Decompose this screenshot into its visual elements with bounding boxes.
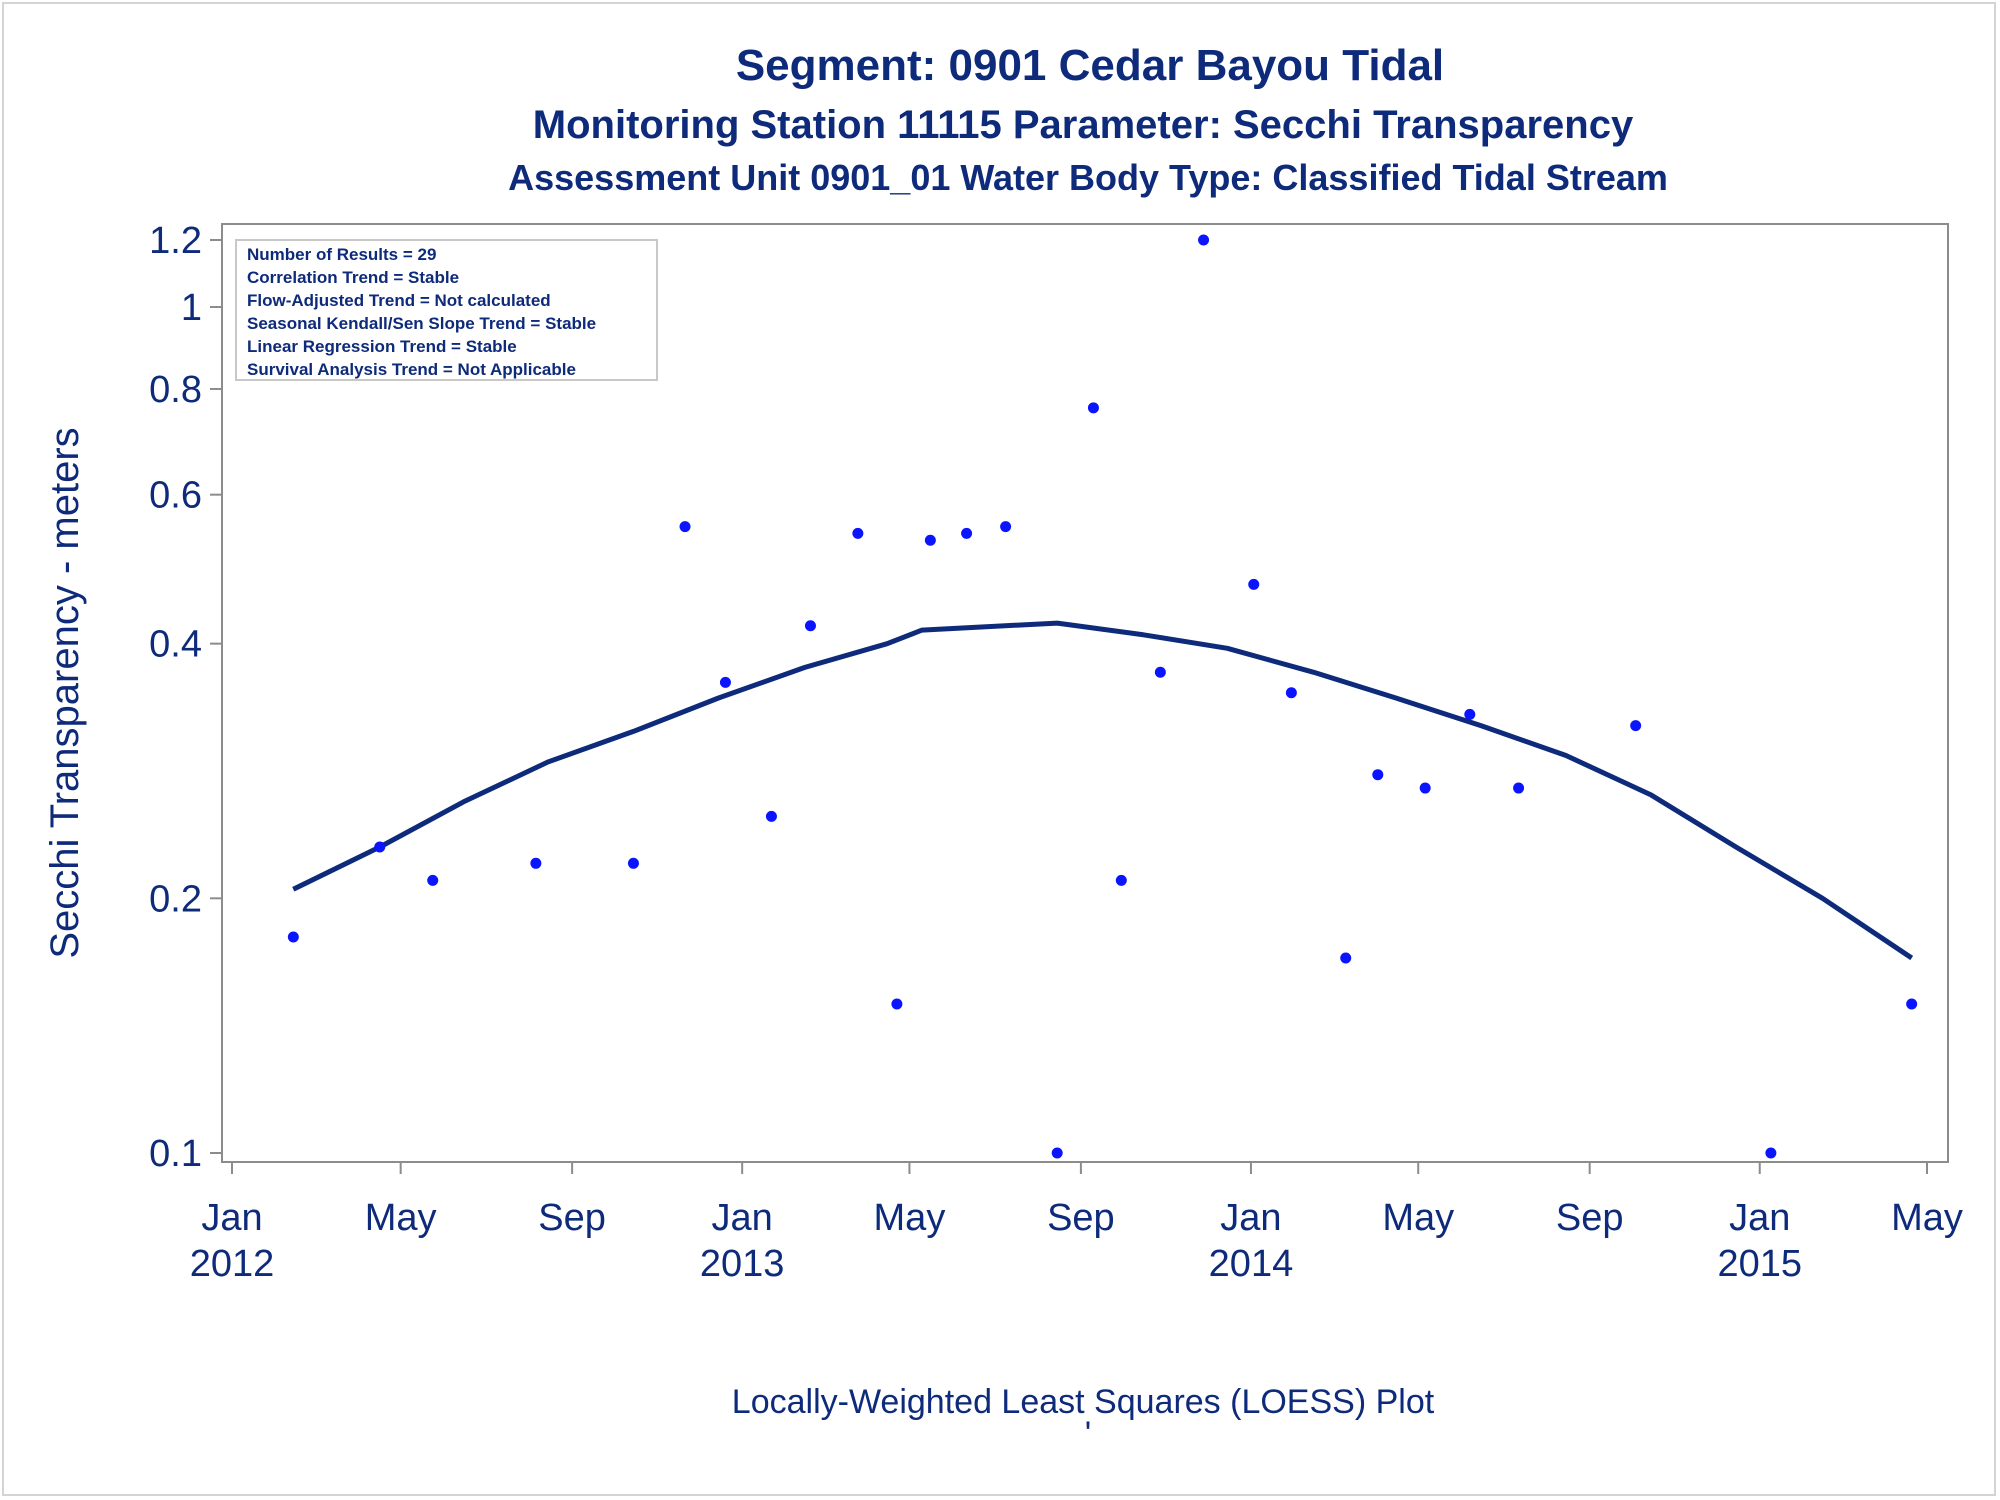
stats-line: Seasonal Kendall/Sen Slope Trend = Stabl… — [247, 314, 596, 333]
x-tick-label: May — [874, 1197, 946, 1239]
data-point — [530, 857, 542, 869]
loess-curve — [292, 620, 1914, 961]
data-point — [1000, 521, 1012, 533]
data-point — [1464, 708, 1476, 720]
x-tick-label: Jan — [712, 1197, 773, 1239]
data-point — [852, 527, 864, 539]
data-points — [287, 234, 1918, 1159]
data-point — [765, 810, 777, 822]
y-tick-label: 0.2 — [149, 878, 202, 920]
x-tick-label: Jan — [201, 1197, 262, 1239]
x-tick-label: Sep — [1556, 1197, 1624, 1239]
data-point — [1248, 578, 1260, 590]
stats-line: Flow-Adjusted Trend = Not calculated — [247, 291, 551, 310]
data-point — [1087, 402, 1099, 414]
data-point — [1340, 952, 1352, 964]
footnote-mark: ' — [1085, 1415, 1092, 1453]
y-tick-label: 0.8 — [149, 369, 202, 411]
x-tick-label-year: 2012 — [190, 1243, 275, 1285]
data-point — [961, 527, 973, 539]
data-point — [287, 931, 299, 943]
footnote: Locally-Weighted Least Squares (LOESS) P… — [732, 1383, 1435, 1421]
y-tick-label: 1.2 — [149, 220, 202, 262]
y-axis-title: Secchi Transparency - meters — [43, 427, 87, 958]
data-point — [1051, 1147, 1063, 1159]
y-tick-label: 0.1 — [149, 1133, 202, 1175]
data-point — [1115, 874, 1127, 886]
data-point — [1513, 782, 1525, 794]
x-tick-label: May — [365, 1197, 437, 1239]
data-point — [924, 534, 936, 546]
data-point — [1285, 687, 1297, 699]
y-axis: 0.1 0.2 0.4 0.6 0.8 1 1.2 — [149, 220, 222, 1175]
data-point — [1154, 666, 1166, 678]
stats-box: Number of Results = 29 Correlation Trend… — [235, 239, 658, 381]
data-point — [679, 521, 691, 533]
y-tick-label: 1 — [181, 287, 202, 329]
data-point — [891, 998, 903, 1010]
data-point — [627, 857, 639, 869]
x-tick-label: Jan — [1220, 1197, 1281, 1239]
stats-line: Linear Regression Trend = Stable — [247, 337, 517, 356]
data-point — [374, 841, 386, 853]
x-tick-label: May — [1891, 1197, 1963, 1239]
data-point — [1372, 769, 1384, 781]
x-tick-label-year: 2014 — [1209, 1243, 1294, 1285]
y-tick-label: 0.6 — [149, 475, 202, 517]
x-tick-label-year: 2015 — [1717, 1243, 1802, 1285]
data-point — [1419, 782, 1431, 794]
chart-subtitle-2: Assessment Unit 0901_01 Water Body Type:… — [508, 157, 1668, 198]
stats-line: Correlation Trend = Stable — [247, 268, 459, 287]
data-point — [427, 874, 439, 886]
data-point — [1906, 998, 1918, 1010]
stats-line: Survival Analysis Trend = Not Applicable — [247, 360, 576, 379]
chart-subtitle: Monitoring Station 11115 Parameter: Secc… — [533, 103, 1634, 147]
x-tick-label: May — [1382, 1197, 1454, 1239]
data-point — [719, 676, 731, 688]
chart-title: Segment: 0901 Cedar Bayou Tidal — [736, 41, 1444, 90]
data-point — [1198, 234, 1210, 246]
x-tick-label: Sep — [1047, 1197, 1115, 1239]
stats-line: Number of Results = 29 — [247, 245, 436, 264]
y-tick-label: 0.4 — [149, 624, 202, 666]
data-point — [804, 620, 816, 632]
x-tick-label: Sep — [538, 1197, 606, 1239]
data-point — [1765, 1147, 1777, 1159]
x-tick-label: Jan — [1729, 1197, 1790, 1239]
data-point — [1630, 720, 1642, 732]
stats-box-border — [235, 239, 658, 381]
x-tick-label-year: 2013 — [700, 1243, 785, 1285]
